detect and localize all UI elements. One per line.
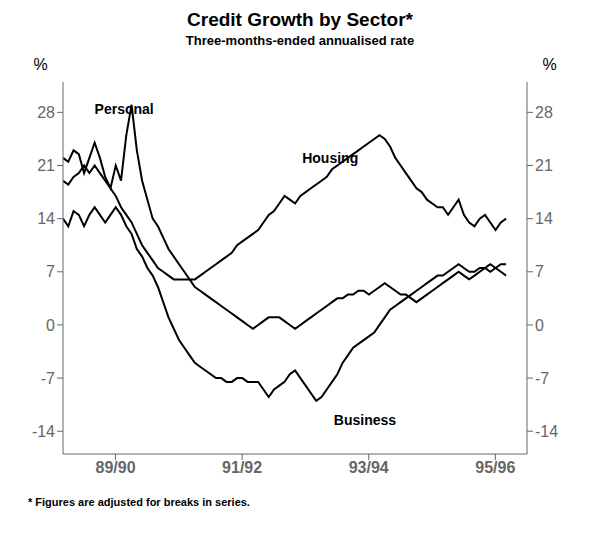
svg-text:21: 21 bbox=[37, 157, 55, 174]
svg-text:95/96: 95/96 bbox=[475, 459, 515, 476]
html-text:Credit Growth by Sector*: Credit Growth by Sector* bbox=[187, 9, 413, 30]
svg-text:Personal: Personal bbox=[95, 101, 154, 117]
svg-text:14: 14 bbox=[37, 210, 55, 227]
svg-text:-14: -14 bbox=[32, 423, 55, 440]
svg-text:89/90: 89/90 bbox=[96, 459, 136, 476]
svg-text:Business: Business bbox=[334, 412, 396, 428]
svg-text:Housing: Housing bbox=[302, 150, 358, 166]
svg-text:0: 0 bbox=[46, 317, 55, 334]
svg-text:-14: -14 bbox=[535, 423, 558, 440]
svg-text:7: 7 bbox=[46, 263, 55, 280]
svg-text:%: % bbox=[542, 56, 556, 73]
svg-text:21: 21 bbox=[535, 157, 553, 174]
svg-text:28: 28 bbox=[535, 104, 553, 121]
html-text:Three-months-ended annualised: Three-months-ended annualised rate bbox=[185, 33, 415, 48]
svg-text:7: 7 bbox=[535, 263, 544, 280]
svg-text:93/94: 93/94 bbox=[349, 459, 389, 476]
svg-text:-7: -7 bbox=[535, 370, 549, 387]
svg-text:0: 0 bbox=[535, 317, 544, 334]
svg-text:%: % bbox=[33, 56, 47, 73]
svg-text:14: 14 bbox=[535, 210, 553, 227]
svg-text:91/92: 91/92 bbox=[222, 459, 262, 476]
html-text:* Figures are adjusted for bre: * Figures are adjusted for breaks in ser… bbox=[28, 496, 250, 508]
svg-text:28: 28 bbox=[37, 104, 55, 121]
svg-text:-7: -7 bbox=[41, 370, 55, 387]
